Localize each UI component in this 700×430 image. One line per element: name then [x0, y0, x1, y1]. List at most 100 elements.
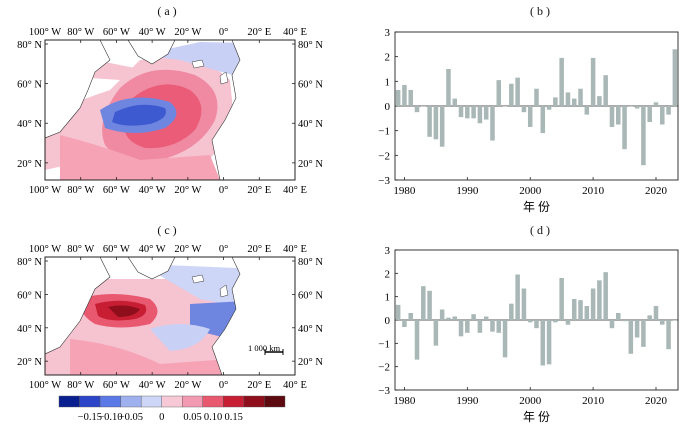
colorbar-swatch: [140, 395, 162, 408]
bar: [609, 320, 615, 329]
lon-tick-top: 60° W: [103, 244, 130, 255]
colorbar-swatch: [223, 395, 245, 408]
bar: [647, 315, 652, 320]
bar: [515, 274, 520, 320]
bar: [578, 300, 583, 320]
colorbar-tick: −0.05: [119, 412, 143, 423]
lon-tick-bottom: 0°: [219, 185, 228, 196]
x-tick-label: 1990: [456, 395, 479, 407]
bar: [527, 320, 533, 323]
bar: [446, 69, 451, 106]
scale-bar-label: 1 000 km: [248, 343, 281, 353]
bar: [534, 88, 539, 106]
colorbar-tick: −0.10: [98, 412, 122, 423]
panel-label-b: ( b ): [530, 4, 550, 18]
bar: [408, 89, 413, 106]
x-axis-label: 年 份: [523, 200, 550, 214]
bar: [452, 316, 458, 320]
x-tick-label: 2010: [582, 395, 605, 407]
y-tick-label: −1: [378, 338, 390, 350]
bar: [584, 106, 590, 115]
bar: [578, 88, 583, 106]
bar: [540, 106, 546, 134]
bar: [477, 320, 483, 333]
lon-tick-bottom: 60° W: [103, 380, 130, 391]
x-tick-label: 2010: [582, 185, 605, 197]
lon-tick-top: 40° E: [283, 27, 307, 38]
bar: [471, 106, 476, 119]
bar: [446, 317, 451, 320]
bar: [672, 320, 678, 321]
bar: [628, 320, 634, 354]
bar: [458, 106, 464, 118]
x-tick-label: 2000: [519, 185, 542, 197]
bar: [515, 77, 520, 106]
lon-tick-bottom: 40° E: [283, 380, 307, 391]
bar: [490, 106, 495, 141]
lat-tick-left: 60° N: [17, 290, 42, 301]
scale-bar: 1 000 km: [248, 343, 284, 355]
bar: [553, 97, 558, 106]
bar: [439, 309, 445, 320]
lon-tick-bottom: 20° W: [174, 185, 201, 196]
x-tick-label: 2000: [519, 395, 542, 407]
bar: [615, 313, 621, 320]
lon-tick-top: 60° W: [103, 27, 130, 38]
bar: [590, 57, 596, 106]
bar: [509, 303, 514, 320]
colorbar: −0.15−0.10−0.05 0 0.05 0.10 0.15: [58, 395, 286, 423]
bar: [634, 106, 640, 109]
bar: [414, 106, 420, 113]
lon-tick-bottom: 20° E: [247, 380, 271, 391]
lon-tick-top: 40° E: [283, 244, 307, 255]
lon-tick-top: 0°: [219, 244, 228, 255]
bar: [433, 320, 439, 346]
bar: [458, 320, 464, 337]
lat-tick-right: 60° N: [298, 290, 323, 301]
lon-tick-bottom: 20° W: [174, 380, 201, 391]
bar: [439, 106, 445, 147]
bar: [395, 304, 401, 320]
bar: [433, 106, 439, 140]
bar: [603, 75, 608, 106]
lat-tick-right: 40° N: [298, 324, 323, 335]
bar: [502, 106, 508, 107]
bar: [546, 106, 552, 110]
bar: [597, 280, 602, 320]
lat-tick-left: 20° N: [17, 159, 42, 170]
bar: [559, 57, 564, 106]
colorbar-swatch: [99, 395, 121, 408]
bar: [465, 320, 470, 333]
bar: [565, 320, 571, 325]
colorbar-swatch: [79, 395, 101, 408]
bar: [483, 106, 489, 120]
lat-tick-left: 20° N: [17, 357, 42, 368]
y-tick-label: −1: [378, 126, 390, 138]
lon-tick-bottom: 80° W: [67, 380, 94, 391]
lon-tick-top: 20° W: [174, 244, 201, 255]
y-tick-label: 0: [385, 101, 391, 113]
bar: [553, 320, 558, 323]
x-tick-label: 1990: [456, 185, 479, 197]
lat-tick-right: 80° N: [298, 40, 323, 51]
lon-tick-bottom: 0°: [219, 380, 228, 391]
colorbar-swatch: [120, 395, 142, 408]
bar: [641, 106, 646, 166]
colorbar-swatch: [264, 395, 286, 408]
bar: [571, 299, 577, 320]
map-c: 1 000 km 100° W 100° W 80° W 80° W 60° W 60° …: [17, 244, 323, 391]
colorbar-tick: −0.15: [78, 412, 102, 423]
lat-tick-right: 60° N: [298, 80, 323, 91]
y-tick-label: 2: [385, 52, 391, 64]
y-tick-label: −3: [378, 175, 390, 187]
bar: [653, 102, 659, 106]
bar: [615, 106, 621, 125]
lon-tick-bottom: 80° W: [67, 185, 94, 196]
colorbar-swatch: [161, 395, 183, 408]
bar: [477, 106, 483, 124]
bar: [421, 106, 426, 107]
lat-tick-right: 20° N: [298, 357, 323, 368]
bar: [597, 96, 602, 106]
bar: [395, 89, 401, 106]
bar: [584, 306, 590, 320]
